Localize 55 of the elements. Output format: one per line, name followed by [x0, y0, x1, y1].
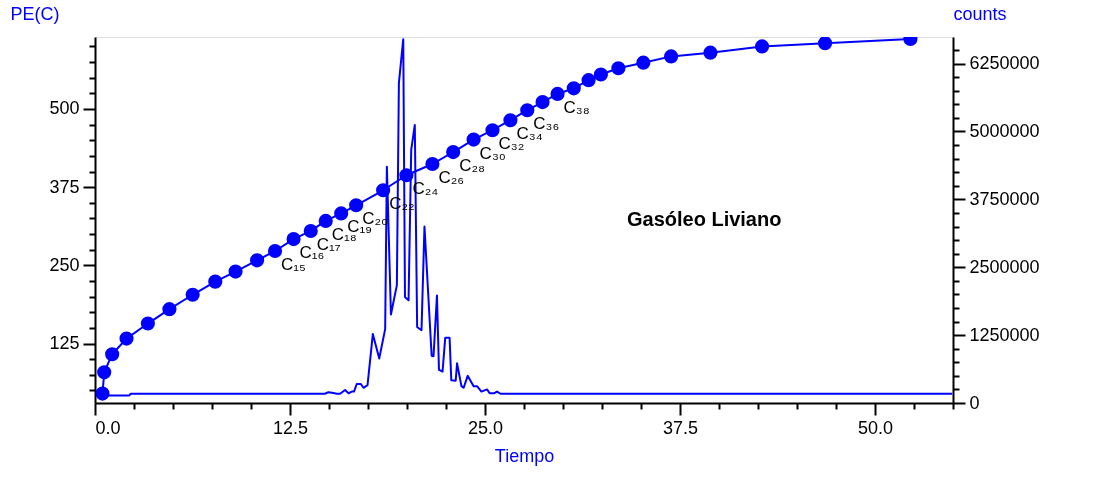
point	[535, 95, 550, 110]
point	[267, 243, 283, 259]
point	[376, 183, 391, 198]
point	[334, 206, 349, 221]
y-tick-label: 250	[49, 254, 80, 275]
point	[425, 156, 440, 172]
y2-tick-label: 2500000	[969, 256, 1040, 277]
point	[303, 223, 318, 239]
point	[466, 132, 481, 147]
point	[140, 316, 155, 331]
point	[286, 232, 301, 247]
point	[185, 287, 200, 302]
point	[95, 386, 110, 401]
point	[97, 365, 112, 380]
point	[208, 274, 223, 289]
y2-tick-label: 5000000	[969, 120, 1040, 141]
point	[228, 264, 243, 279]
x-tick-label: 0.0	[95, 417, 121, 438]
y-axis-title: PE(C)	[10, 3, 60, 24]
annotation: C₃₈	[563, 97, 590, 117]
point	[250, 253, 265, 268]
point	[566, 81, 581, 96]
y2-tick-label: 3750000	[969, 188, 1040, 209]
point	[503, 113, 518, 128]
point	[105, 347, 120, 362]
y2-tick-label: 1250000	[969, 324, 1040, 345]
x-tick-label: 37.5	[662, 417, 699, 438]
y-tick-label: 500	[49, 98, 80, 119]
point	[703, 45, 718, 60]
point	[399, 168, 414, 183]
point	[520, 103, 535, 118]
annotation: Gasóleo Liviano	[626, 208, 782, 230]
x-tick-label: 12.5	[272, 417, 309, 438]
point	[318, 213, 333, 228]
point	[636, 55, 651, 70]
point	[664, 49, 679, 64]
point	[446, 145, 461, 160]
y2-axis-title: counts	[953, 3, 1007, 24]
y-tick-label: 125	[49, 333, 80, 354]
x-tick-label: 50.0	[857, 417, 894, 438]
point	[119, 331, 134, 346]
y2-tick-label: 0	[969, 392, 980, 413]
point	[349, 198, 364, 213]
point	[818, 37, 833, 51]
y2-tick-label: 6250000	[969, 53, 1040, 74]
point	[581, 73, 596, 88]
x-axis-title: Tiempo	[494, 445, 555, 466]
point	[550, 86, 565, 101]
point	[485, 123, 500, 138]
point	[611, 61, 626, 76]
x-tick-label: 25.0	[467, 417, 504, 438]
y-tick-label: 375	[49, 176, 80, 197]
point	[593, 67, 608, 82]
point	[162, 302, 177, 317]
point	[754, 39, 770, 54]
